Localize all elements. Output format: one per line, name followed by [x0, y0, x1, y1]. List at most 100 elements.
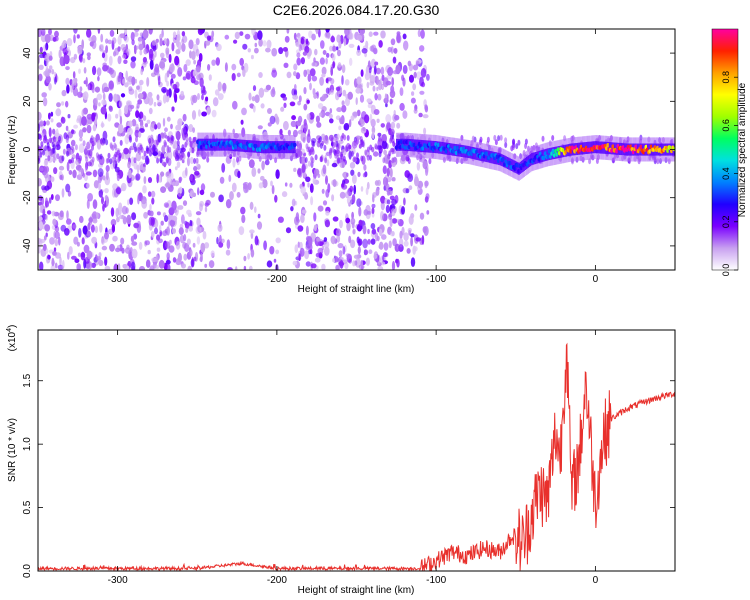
noise-speck: [121, 205, 128, 215]
noise-speck: [283, 62, 289, 68]
noise-speck: [118, 100, 123, 108]
noise-speck: [159, 38, 163, 47]
noise-speck: [195, 225, 202, 235]
noise-speck: [173, 140, 178, 150]
noise-speck: [160, 52, 165, 58]
noise-speck: [418, 112, 423, 118]
x-tick-label: -200: [267, 274, 287, 285]
noise-speck: [91, 156, 95, 163]
noise-speck: [142, 56, 147, 63]
noise-speck: [247, 48, 251, 53]
noise-speck: [365, 187, 369, 196]
noise-speck: [186, 209, 192, 215]
noise-speck: [341, 183, 345, 188]
colorbar-label: Normalized spectral amplitude: [737, 82, 748, 217]
noise-speck: [68, 170, 73, 175]
noise-speck: [196, 236, 201, 245]
noise-speck: [385, 204, 390, 214]
colorbar-tick-label: 0.0: [721, 264, 731, 277]
noise-speck: [102, 64, 108, 72]
noise-speck: [85, 156, 89, 163]
noise-speck: [293, 63, 298, 71]
noise-speck: [236, 156, 239, 163]
noise-speck: [44, 54, 49, 62]
noise-speck: [231, 182, 237, 193]
noise-speck: [174, 88, 180, 94]
signal-band: [475, 147, 477, 160]
noise-speck: [236, 72, 241, 78]
noise-speck: [349, 162, 356, 169]
noise-speck: [336, 34, 341, 43]
noise-speck: [85, 161, 89, 171]
noise-speck: [59, 210, 64, 218]
noise-speck: [292, 260, 298, 266]
noise-speck: [291, 115, 296, 121]
noise-speck: [66, 84, 70, 94]
snr-frame: [37, 329, 676, 572]
noise-speck: [358, 206, 362, 217]
noise-speck: [101, 52, 106, 59]
noise-speck: [242, 68, 246, 77]
noise-speck: [368, 249, 373, 254]
noise-speck: [371, 228, 377, 235]
noise-speck: [265, 47, 271, 53]
colorbar: 0.0 0.2 0.4 0.6 0.8 Normalized spectral ampl…: [711, 28, 748, 277]
noise-speck: [342, 246, 346, 255]
noise-speck: [119, 139, 123, 146]
noise-speck: [117, 35, 122, 45]
noise-speck: [182, 200, 188, 207]
noise-speck: [149, 123, 155, 132]
noise-speck: [91, 112, 96, 122]
noise-speck: [346, 221, 351, 232]
noise-speck: [200, 242, 206, 253]
noise-speck: [258, 72, 263, 78]
noise-speck: [325, 87, 330, 94]
noise-speck: [104, 188, 109, 194]
noise-speck: [295, 41, 300, 47]
noise-speck: [99, 223, 103, 233]
snr-y-label: SNR (10 * v/v): [7, 418, 18, 482]
noise-speck: [216, 43, 222, 52]
noise-speck: [102, 92, 106, 101]
noise-speck: [112, 136, 116, 143]
noise-speck: [362, 173, 367, 178]
noise-speck: [177, 118, 183, 127]
noise-speck: [211, 109, 217, 118]
noise-speck: [205, 40, 211, 46]
noise-speck: [87, 83, 91, 91]
noise-speck: [291, 198, 296, 207]
noise-speck: [391, 148, 395, 155]
noise-speck: [119, 115, 123, 126]
noise-speck: [181, 35, 188, 43]
noise-speck: [65, 137, 69, 144]
noise-speck: [86, 124, 92, 134]
noise-speck: [341, 64, 346, 74]
x-tick-label: 0: [593, 575, 599, 586]
noise-speck: [204, 242, 210, 249]
noise-speck: [54, 231, 60, 240]
noise-speck: [96, 93, 103, 101]
noise-speck: [54, 76, 57, 85]
noise-speck: [420, 29, 425, 39]
noise-speck: [330, 137, 334, 144]
noise-speck: [344, 145, 348, 152]
noise-speck: [151, 197, 155, 205]
noise-speck: [158, 259, 165, 269]
noise-speck: [372, 85, 376, 92]
noise-speck: [118, 71, 123, 79]
noise-speck: [258, 38, 263, 47]
noise-speck: [101, 99, 107, 106]
noise-speck: [107, 113, 112, 122]
noise-speck: [39, 46, 43, 53]
noise-speck: [379, 241, 384, 250]
noise-speck: [107, 39, 113, 45]
noise-speck: [105, 157, 109, 164]
noise-speck: [172, 31, 177, 38]
noise-speck: [504, 142, 508, 148]
noise-speck: [135, 173, 141, 181]
noise-speck: [360, 155, 364, 162]
noise-speck: [149, 210, 154, 217]
noise-speck: [229, 191, 234, 201]
noise-speck: [156, 94, 160, 101]
noise-speck: [262, 40, 267, 47]
